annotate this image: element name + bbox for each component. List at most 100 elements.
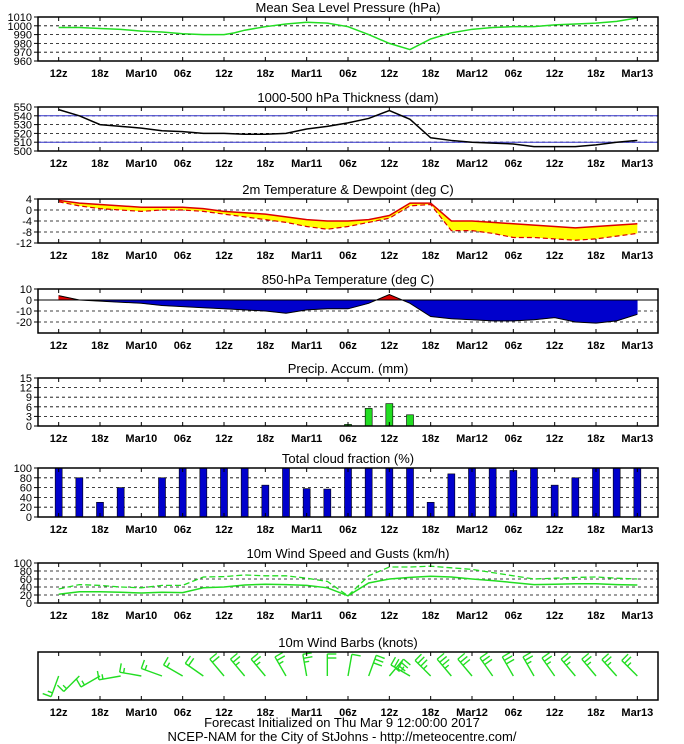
wind-barb bbox=[541, 652, 556, 677]
pressure-xtick-label: 18z bbox=[587, 68, 605, 80]
temp-xtick-label: 18z bbox=[91, 250, 109, 262]
wind-frame bbox=[37, 562, 659, 604]
cloud-ytick-label: 20 bbox=[20, 502, 32, 514]
pressure-xtick-label: 12z bbox=[546, 68, 564, 80]
wind-barb bbox=[501, 651, 515, 677]
wind-barb-half-flag bbox=[166, 662, 171, 668]
thickness-xtick-label: Mar11 bbox=[291, 158, 322, 170]
cloud-xtick-label: 12z bbox=[215, 524, 233, 536]
pressure-xtick-label: 06z bbox=[174, 68, 192, 80]
temp-title: 2m Temperature & Dewpoint (deg C) bbox=[242, 182, 453, 197]
cloud-bar bbox=[282, 467, 290, 518]
t850-ytick-label: 0 bbox=[26, 295, 32, 307]
cloud-xtick-label: 18z bbox=[91, 524, 109, 536]
pressure-xtick-label: 12z bbox=[380, 68, 398, 80]
wind-barb-half-flag bbox=[586, 661, 592, 666]
wind-xtick-label: 18z bbox=[91, 610, 109, 622]
wind-barb-staff bbox=[184, 662, 204, 677]
wind-barb-staff bbox=[63, 675, 80, 693]
precip-ytick-label: 3 bbox=[26, 411, 32, 423]
wind-barb-staff bbox=[80, 675, 101, 688]
t850-fill-segment bbox=[244, 299, 266, 312]
temp-xtick-label: 12z bbox=[50, 250, 68, 262]
wind-barb-flag bbox=[543, 655, 553, 662]
thickness-xtick-label: 06z bbox=[174, 158, 192, 170]
cloud-xtick-label: 06z bbox=[339, 524, 357, 536]
cloud-bar bbox=[468, 467, 476, 518]
pressure-xtick-label: Mar12 bbox=[456, 68, 488, 80]
wind-barb bbox=[457, 652, 473, 677]
cloud-bar bbox=[385, 467, 394, 518]
thickness-xtick-label: Mar12 bbox=[456, 158, 488, 170]
t850-ytick-label: -10 bbox=[16, 306, 32, 318]
wind-barb-flag bbox=[457, 652, 466, 660]
wind-barb bbox=[118, 663, 142, 677]
wind-barb-half-flag bbox=[144, 664, 148, 671]
temp-xtick-label: 12z bbox=[546, 250, 564, 262]
wind-barb-half-flag bbox=[606, 661, 612, 667]
wind-barb-staff bbox=[229, 658, 246, 677]
pressure-panel: Mean Sea Level Pressure (hPa) 96097098099… bbox=[8, 0, 659, 80]
pressure-xtick-label: 18z bbox=[422, 68, 440, 80]
wind-barb-flag bbox=[163, 656, 169, 666]
wind-barb-flag bbox=[118, 663, 122, 673]
t850-fill-segment bbox=[513, 299, 535, 322]
wind-barb-flag bbox=[621, 653, 629, 661]
t850-ytick-label: 10 bbox=[20, 284, 32, 296]
temp-xtick-label: 12z bbox=[215, 250, 233, 262]
wind-barb-half-flag bbox=[626, 662, 632, 667]
pressure-xtick-label: 06z bbox=[339, 68, 357, 80]
t850-xtick-label: 18z bbox=[422, 340, 440, 352]
temperature-series-line bbox=[58, 199, 638, 229]
cloud-bar bbox=[261, 484, 270, 518]
thickness-ytick-label: 510 bbox=[14, 137, 32, 149]
thickness-ytick-label: 550 bbox=[14, 102, 32, 114]
wind-barb-staff bbox=[436, 658, 452, 677]
barbs-panel: 10m Wind Barbs (knots) 12z 18z Mar10 06z 12z 1… bbox=[37, 635, 659, 719]
wind-barb-half-flag bbox=[255, 661, 261, 666]
wind-barb-staff bbox=[163, 664, 184, 677]
wind-barb bbox=[368, 654, 385, 677]
temp-xtick-label: 12z bbox=[380, 250, 398, 262]
temp-dew-fill bbox=[58, 200, 638, 241]
pressure-frame bbox=[37, 16, 659, 62]
wind-barb bbox=[274, 651, 287, 677]
wind-barb-flag bbox=[459, 655, 468, 663]
cloud-bar bbox=[612, 467, 621, 518]
precip-xtick-label: 12z bbox=[380, 433, 398, 445]
precip-frame bbox=[37, 377, 659, 427]
t850-fill-segment bbox=[223, 299, 245, 311]
wind-barb-staff bbox=[209, 658, 225, 677]
wind-barb-flag bbox=[503, 655, 513, 662]
wind-barb-staff bbox=[368, 655, 377, 677]
wind-title: 10m Wind Speed and Gusts (km/h) bbox=[246, 546, 449, 561]
pressure-xtick-label: 12z bbox=[215, 68, 233, 80]
cloud-bar bbox=[592, 467, 600, 518]
wind-barb bbox=[96, 670, 121, 681]
pressure-series-line bbox=[58, 17, 638, 51]
cloud-bar bbox=[633, 467, 642, 518]
wind-xtick-label: 12z bbox=[380, 610, 398, 622]
wind-barb-flag bbox=[397, 660, 403, 670]
wind-xtick-label: 12z bbox=[546, 610, 564, 622]
wind-barb-flag bbox=[393, 658, 400, 668]
wind-barb-flag bbox=[375, 654, 385, 660]
pressure-xtick-label: 06z bbox=[504, 68, 522, 80]
thickness-ytick-label: 500 bbox=[14, 146, 32, 158]
cloud-title: Total cloud fraction (%) bbox=[282, 451, 414, 466]
dewpoint-series-line bbox=[58, 201, 638, 241]
wind-barb-half-flag bbox=[122, 667, 126, 673]
t850-fill-segment bbox=[533, 299, 555, 321]
pressure-xtick-label: Mar13 bbox=[621, 68, 653, 80]
wind-barb bbox=[42, 675, 60, 698]
precip-xtick-label: Mar10 bbox=[125, 433, 157, 445]
wind-barb-flag bbox=[373, 662, 383, 667]
cloud-bar bbox=[75, 477, 84, 518]
pressure-xtick-label: Mar10 bbox=[125, 68, 157, 80]
cloud-bar bbox=[571, 477, 580, 518]
precip-ytick-label: 0 bbox=[26, 421, 32, 433]
thickness-xtick-label: 18z bbox=[422, 158, 440, 170]
wind-barb-flag bbox=[563, 655, 572, 663]
wind-ytick-label: 100 bbox=[14, 558, 32, 570]
